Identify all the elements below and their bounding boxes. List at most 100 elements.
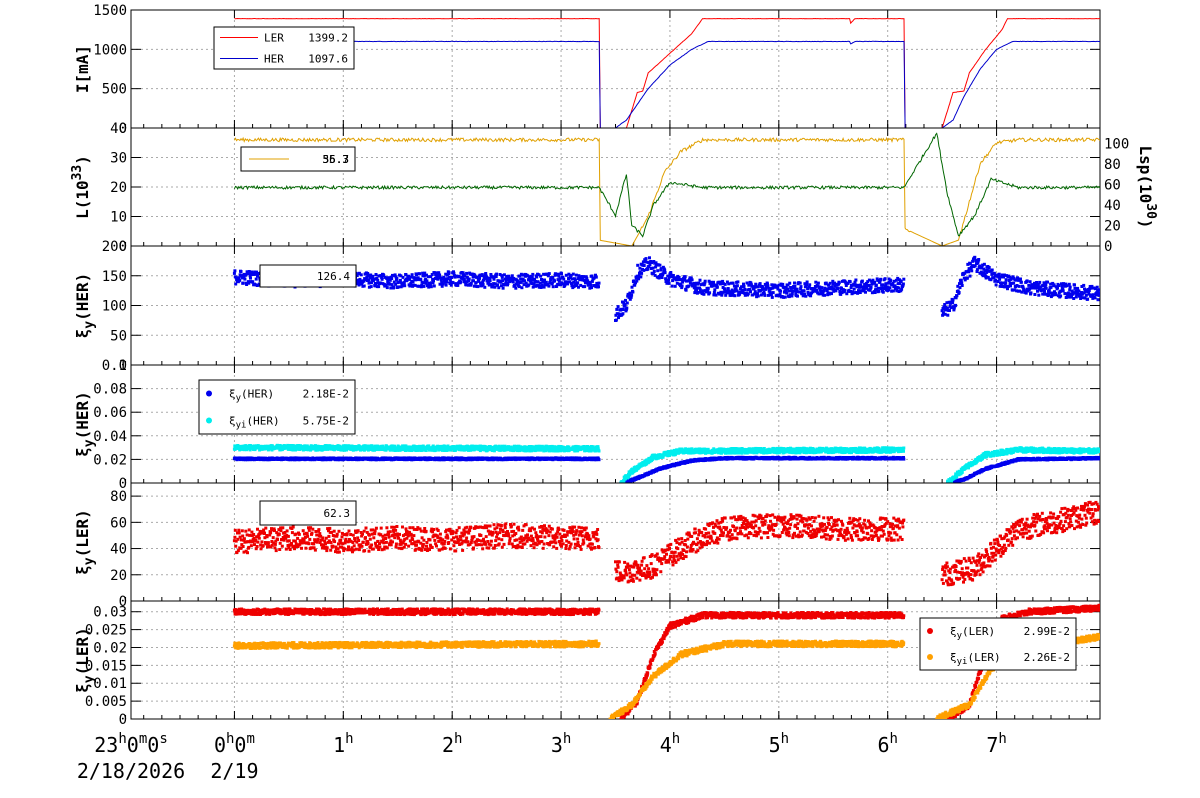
data-point [624,298,627,302]
data-point [462,277,466,281]
data-point [586,279,590,283]
data-point [754,282,758,286]
data-point [371,276,374,280]
data-point [902,277,906,281]
data-point [1011,288,1015,292]
y-axis-label: ξy(HER) [73,273,97,339]
data-point [846,281,850,285]
data-point [644,257,648,261]
data-point [898,282,902,285]
data-point [660,276,664,279]
data-point [770,295,774,299]
data-point [856,291,860,295]
y-tick-label: 1500 [93,3,127,19]
data-point [481,283,485,286]
data-point [388,278,392,282]
data-point [1032,285,1036,289]
data-point [444,272,448,276]
y2-axis-label: Lsp(1030) [1136,145,1158,228]
data-point [741,291,745,295]
data-point [488,279,492,283]
data-point [826,293,830,297]
data-point [595,281,599,285]
data-point [776,287,780,291]
data-point [778,292,782,296]
data-point [621,312,625,316]
data-point [243,277,247,281]
y-tick-label: 30 [110,151,127,167]
data-point [768,290,772,294]
series-line-her [234,40,1100,128]
data-point [945,301,949,305]
data-point [675,281,679,285]
data-point [630,285,634,289]
data-point [566,280,570,284]
data-point [625,301,629,305]
data-point [805,283,809,286]
data-point [973,264,977,268]
data-point [651,272,655,276]
data-point [238,448,242,452]
data-point [742,282,745,286]
data-point [490,275,494,279]
data-point [753,290,757,294]
data-point [786,287,789,291]
data-point [422,284,426,288]
data-point [561,282,565,286]
data-point [681,280,685,284]
data-point [1016,277,1020,281]
data-point [430,273,434,276]
data-point [815,288,819,292]
data-point [858,285,862,289]
data-point [241,281,245,285]
data-point [769,287,773,291]
data-point [866,280,870,284]
data-point [713,288,717,292]
data-point [798,281,802,285]
data-point [755,295,759,299]
data-point [747,283,751,287]
data-point [482,277,486,281]
data-point [456,283,460,287]
data-point [698,278,702,282]
data-point [790,292,794,296]
data-point [843,288,847,292]
data-point [899,280,903,283]
data-point [754,285,758,289]
data-point [1076,291,1080,295]
data-point [731,281,735,285]
data-point [784,288,788,292]
data-point [376,278,380,282]
data-point [572,280,576,284]
data-point [556,282,560,286]
series-line-l [233,136,1100,246]
data-point [749,290,752,294]
data-point [897,290,901,293]
y-tick-label: 0.02 [93,452,127,468]
data-point [776,284,779,288]
data-point [573,277,577,281]
y2-tick-label: 20 [1104,218,1121,234]
data-point [769,293,773,297]
data-point [559,283,563,287]
data-point [1091,293,1095,297]
data-point [1088,287,1092,290]
y-tick-label: 40 [110,121,127,137]
data-point [421,271,425,275]
data-point [1060,284,1064,288]
data-point [702,283,706,287]
data-point [942,305,946,309]
data-point [892,279,896,283]
data-point [689,276,693,280]
data-point [1074,295,1078,299]
data-point [941,313,945,317]
y-tick-label: 0 [119,121,127,137]
data-point [974,258,978,262]
data-point [531,272,535,276]
data-point [433,277,437,280]
data-point [291,448,295,452]
data-point [368,276,372,280]
data-point [893,284,897,288]
data-point [556,272,560,276]
data-point [891,289,895,293]
